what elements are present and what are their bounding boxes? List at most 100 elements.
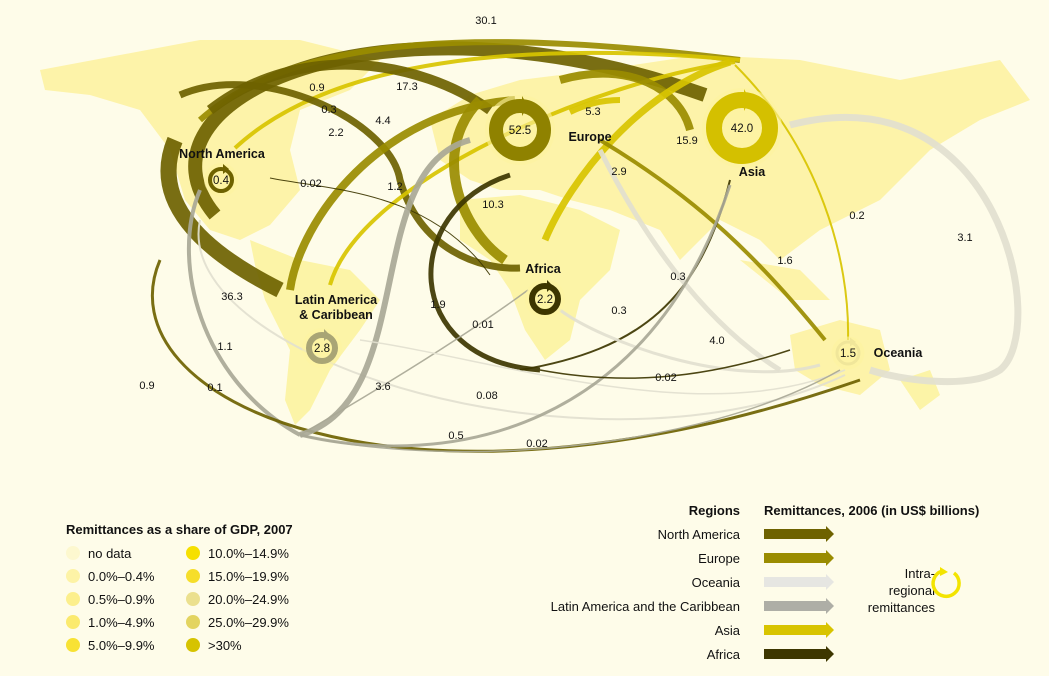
flow-arrow xyxy=(150,259,861,453)
region-legend-label: North America xyxy=(657,526,740,542)
flow-arrow xyxy=(186,189,301,437)
gdp-legend-item: 0.0%–0.4% xyxy=(66,568,186,584)
gdp-legend-item: 15.0%–19.9% xyxy=(186,568,306,584)
intra-regional-ring xyxy=(835,340,861,366)
color-swatch xyxy=(66,569,80,583)
gdp-legend-item: no data xyxy=(66,545,186,561)
flow-value-label: 1.2 xyxy=(387,181,402,193)
flow-arrow xyxy=(558,69,694,132)
gdp-legend-items: no data 10.0%–14.9% 0.0%–0.4% 15.0%–19.9% 0.… xyxy=(66,545,306,653)
flow-arrow xyxy=(206,59,493,115)
region-legend-item: Europe xyxy=(530,546,1000,570)
flow-value-label: 0.01 xyxy=(472,319,493,331)
flow-arrow xyxy=(160,136,284,298)
intra-regional-ring xyxy=(706,92,778,164)
intra-regional-label: Intra- regional remittances xyxy=(845,565,935,616)
intra-regional-value: 1.5 xyxy=(840,348,856,360)
flow-value-label: 5.3 xyxy=(585,106,600,118)
flow-value-label: 30.1 xyxy=(475,15,496,27)
region-legend-item: Asia xyxy=(530,618,1000,642)
gdp-legend-item: 5.0%–9.9% xyxy=(66,637,186,653)
flow-arrow xyxy=(597,148,782,373)
gdp-share-legend: Remittances as a share of GDP, 2007 no d… xyxy=(66,522,306,653)
color-swatch xyxy=(66,592,80,606)
gdp-legend-label: 25.0%–29.9% xyxy=(208,614,289,630)
flow-value-label: 4.0 xyxy=(709,335,724,347)
region-label: Latin America xyxy=(295,293,378,307)
flow-arrow-swatch-icon xyxy=(764,646,834,662)
flow-arrow xyxy=(233,50,741,150)
flow-value-label: 17.3 xyxy=(396,81,417,93)
flow-arrow xyxy=(269,177,491,276)
region-label: Africa xyxy=(525,262,561,276)
flow-value-label: 0.3 xyxy=(670,271,685,283)
gdp-legend-item: >30% xyxy=(186,637,306,653)
flow-value-label: 2.9 xyxy=(611,166,626,178)
regions-legend-header: Regions Remittances, 2006 (in US$ billio… xyxy=(530,498,1000,522)
intra-regional-value: 0.4 xyxy=(213,175,230,187)
gdp-legend-label: no data xyxy=(88,545,132,561)
continent-shape xyxy=(40,40,380,240)
color-swatch xyxy=(66,615,80,629)
flow-value-label: 1.1 xyxy=(217,341,232,353)
intra-line2: regional xyxy=(888,583,935,598)
gdp-legend-label: 0.5%–0.9% xyxy=(88,591,155,607)
flow-value-label: 1.6 xyxy=(777,255,792,267)
gdp-legend-label: 10.0%–14.9% xyxy=(208,545,289,561)
color-swatch xyxy=(186,569,200,583)
flow-arrow-swatch-icon xyxy=(764,574,834,590)
region-label: Oceania xyxy=(874,346,924,360)
region-node-africa: 2.2 xyxy=(525,279,565,319)
flow-value-label: 4.4 xyxy=(375,115,390,127)
intra-regional-value: 2.8 xyxy=(314,343,330,355)
color-swatch xyxy=(66,546,80,560)
color-swatch xyxy=(186,615,200,629)
region-legend-item: Latin America and the Caribbean xyxy=(530,594,1000,618)
region-legend-label: Latin America and the Caribbean xyxy=(550,598,740,614)
gdp-legend-label: 15.0%–19.9% xyxy=(208,568,289,584)
flow-value-label: 3.1 xyxy=(957,232,972,244)
flow-arrow xyxy=(428,172,541,373)
regions-legend-title: Regions xyxy=(688,502,740,518)
intra-line1: Intra- xyxy=(904,566,935,581)
color-swatch xyxy=(186,638,200,652)
intra-regional-ring xyxy=(489,99,551,161)
flow-value-label: 0.2 xyxy=(849,210,864,222)
flow-value-label: 10.3 xyxy=(482,199,503,211)
flow-value-label: 2.2 xyxy=(328,127,343,139)
region-node-latin-america: 2.8 xyxy=(302,328,342,368)
flow-value-label: 3.6 xyxy=(375,381,390,393)
gdp-legend-item: 25.0%–29.9% xyxy=(186,614,306,630)
region-label: Europe xyxy=(568,130,611,144)
gdp-legend-item: 0.5%–0.9% xyxy=(66,591,186,607)
color-swatch xyxy=(186,546,200,560)
flow-arrow xyxy=(539,349,791,379)
color-swatch xyxy=(186,592,200,606)
flow-value-label: 36.3 xyxy=(221,291,242,303)
region-label: Asia xyxy=(739,165,766,179)
flow-value-label: 0.08 xyxy=(476,390,497,402)
intra-line3: remittances xyxy=(867,600,935,615)
intra-regional-value: 42.0 xyxy=(731,123,753,135)
intra-regional-ring xyxy=(529,283,561,315)
flow-arrow xyxy=(286,96,516,291)
region-legend-item: Africa xyxy=(530,642,1000,666)
intra-regional-ring xyxy=(306,332,338,364)
continent-shape xyxy=(460,195,620,360)
intra-regional-value: 2.2 xyxy=(537,294,553,306)
flow-value-label: 0.5 xyxy=(448,430,463,442)
flow-arrow xyxy=(568,97,621,115)
gdp-legend-title: Remittances as a share of GDP, 2007 xyxy=(66,522,293,537)
flow-arrow xyxy=(559,308,821,374)
flow-arrow xyxy=(598,138,827,342)
flow-arrow xyxy=(299,184,732,448)
region-label: & Caribbean xyxy=(299,308,373,322)
flow-value-label: 0.02 xyxy=(526,438,547,450)
flow-arrow-swatch-icon xyxy=(764,526,834,542)
region-legend-item: Oceania xyxy=(530,570,1000,594)
gdp-legend-item: 10.0%–14.9% xyxy=(186,545,306,561)
gdp-legend-label: 5.0%–9.9% xyxy=(88,637,155,653)
flow-value-label: 0.02 xyxy=(300,178,321,190)
